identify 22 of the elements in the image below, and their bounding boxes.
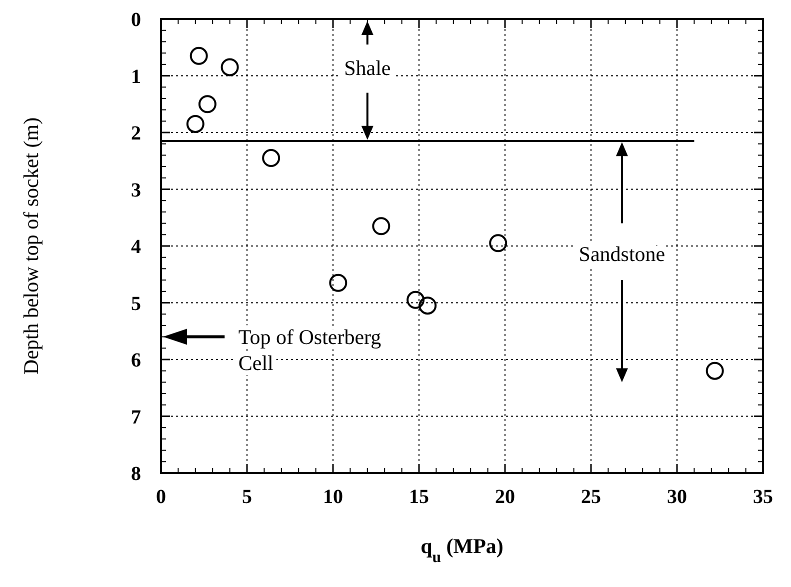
y-tick-label: 0 [131, 9, 141, 31]
y-tick-label: 7 [131, 406, 141, 428]
annotation: Top of Osterberg Cell [238, 324, 382, 375]
x-tick-label: 5 [242, 486, 252, 508]
annotation: Sandstone [578, 242, 666, 266]
y-tick-label: 2 [131, 122, 141, 144]
x-tick-label: 10 [323, 486, 343, 508]
x-tick-label: 15 [409, 486, 429, 508]
y-tick-label: 1 [131, 66, 141, 88]
y-tick-label: 3 [131, 179, 141, 202]
annotation: Shale [344, 56, 391, 80]
x-tick-label: 0 [156, 486, 166, 508]
x-tick-label: 35 [753, 486, 773, 508]
x-axis-title: q$_{u}$ (MPa) [420, 534, 504, 566]
y-tick-label: 6 [131, 350, 141, 372]
y-tick-label: 5 [131, 292, 141, 315]
y-axis-title: Depth below top of socket (m) [19, 117, 43, 375]
x-tick-label: 30 [667, 486, 687, 508]
x-tick-label: 25 [581, 486, 601, 508]
y-tick-label: 8 [131, 463, 141, 485]
y-tick-label: 4 [131, 236, 141, 258]
x-tick-label: 20 [495, 486, 515, 508]
